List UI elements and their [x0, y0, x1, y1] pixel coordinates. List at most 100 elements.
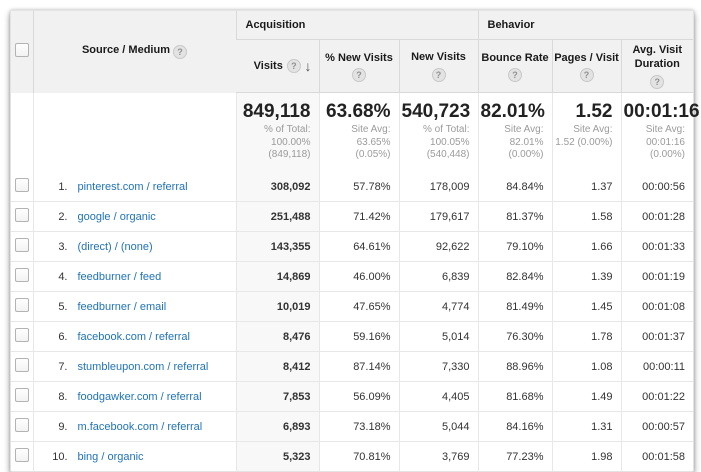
pct-new-visits-cell: 73.18% [318, 411, 399, 442]
source-medium-table: Source / Medium ? Acquisition Behavior V… [11, 11, 700, 471]
pct-new-visits-cell: 70.81% [318, 441, 399, 471]
new-visits-cell: 178,009 [398, 172, 478, 202]
new-visits-cell: 6,839 [398, 261, 478, 292]
bounce-rate-label: Bounce Rate [481, 51, 549, 64]
new-visits-cell: 3,769 [398, 441, 478, 471]
avg-duration-cell: 00:00:57 [620, 411, 693, 442]
pct-new-visits-cell: 56.09% [318, 381, 399, 412]
new-visits-total-value: 540,723 [401, 101, 471, 122]
avg-visit-duration-total-value: 00:01:16 [623, 101, 700, 122]
visits-cell: 143,355 [235, 231, 319, 262]
source-medium-link[interactable]: (direct) / (none) [77, 240, 153, 253]
bounce-rate-cell: 88.96% [477, 351, 552, 382]
table-row: 3. (direct) / (none) 143,355 64.61% 92,62… [11, 231, 693, 262]
pages-visit-cell: 1.78 [551, 321, 621, 352]
row-checkbox[interactable] [14, 208, 29, 222]
behavior-group-header: Behavior [477, 11, 693, 40]
pct-new-visits-column-header[interactable]: % New Visits ? [318, 39, 399, 93]
avg-duration-cell: 00:01:33 [620, 231, 693, 262]
row-checkbox[interactable] [14, 178, 29, 192]
source-medium-link[interactable]: foodgawker.com / referral [77, 390, 202, 403]
row-rank: 3. [58, 240, 68, 253]
row-checkbox[interactable] [14, 448, 29, 462]
source-medium-link[interactable]: feedburner / feed [77, 270, 162, 283]
bounce-rate-cell: 76.30% [477, 321, 552, 352]
source-medium-link[interactable]: bing / organic [77, 450, 144, 463]
pages-visit-cell: 1.37 [551, 172, 621, 202]
bounce-rate-cell: 81.37% [477, 201, 552, 232]
source-medium-label: Source / Medium [81, 44, 170, 57]
row-checkbox[interactable] [14, 268, 29, 282]
avg-duration-cell: 00:01:37 [620, 321, 693, 352]
row-checkbox[interactable] [14, 358, 29, 372]
visits-column-header[interactable]: Visits ? ↓ [236, 39, 319, 93]
pages-visit-cell: 1.08 [551, 351, 621, 382]
visits-cell: 251,488 [235, 201, 319, 232]
help-icon[interactable]: ? [286, 59, 301, 73]
source-medium-link[interactable]: stumbleupon.com / referral [77, 360, 209, 373]
row-checkbox[interactable] [14, 298, 29, 312]
pct-new-visits-cell: 71.42% [318, 201, 399, 232]
help-icon[interactable]: ? [508, 67, 522, 82]
pct-new-visits-cell: 47.65% [318, 291, 399, 322]
visits-total-cell: 849,118 % of Total: 100.00% (849,118) [235, 92, 319, 172]
source-medium-link[interactable]: google / organic [77, 210, 156, 223]
help-icon[interactable]: ? [579, 67, 594, 82]
help-icon[interactable]: ? [173, 45, 188, 60]
pages-visit-total-value: 1.52 [575, 101, 613, 122]
help-icon[interactable]: ? [650, 75, 665, 89]
avg-duration-cell: 00:01:19 [620, 261, 693, 292]
new-visits-label: New Visits [411, 51, 466, 63]
totals-row: 849,118 % of Total: 100.00% (849,118) 63… [11, 92, 700, 172]
pct-new-visits-label: % New Visits [325, 51, 393, 64]
pages-visit-column-header[interactable]: Pages / Visit ? [551, 39, 621, 93]
pages-visit-cell: 1.66 [551, 231, 621, 262]
sort-descending-icon[interactable]: ↓ [304, 58, 312, 74]
avg-visit-duration-column-header[interactable]: Avg. Visit Duration ? [620, 39, 693, 93]
table-row: 1. pinterest.com / referral 308,092 57.78… [11, 172, 693, 202]
source-medium-column-header[interactable]: Source / Medium ? [32, 11, 236, 93]
bounce-rate-cell: 82.84% [477, 261, 552, 292]
source-medium-link[interactable]: facebook.com / referral [77, 330, 191, 343]
new-visits-column-header[interactable]: New Visits ? [398, 39, 478, 93]
pages-visit-label: Pages / Visit [554, 51, 619, 64]
avg-duration-cell: 00:01:22 [620, 381, 693, 412]
row-checkbox[interactable] [14, 238, 29, 252]
visits-cell: 8,476 [235, 321, 319, 352]
new-visits-cell: 179,617 [398, 201, 478, 232]
help-icon[interactable]: ? [352, 67, 366, 82]
row-rank: 10. [52, 450, 68, 463]
row-checkbox[interactable] [14, 388, 29, 402]
visits-cell: 6,893 [235, 411, 319, 442]
avg-duration-cell: 00:00:11 [620, 351, 693, 382]
pct-new-visits-total-value: 63.68% [326, 101, 391, 122]
pages-visit-cell: 1.58 [551, 201, 621, 232]
pct-new-visits-cell: 46.00% [318, 261, 399, 292]
group-header-row: Source / Medium ? Acquisition Behavior [11, 11, 693, 93]
visits-cell: 14,869 [235, 261, 319, 292]
source-medium-link[interactable]: feedburner / email [77, 300, 167, 313]
visits-label: Visits [253, 60, 283, 72]
row-checkbox[interactable] [14, 328, 29, 342]
analytics-table-card: Source / Medium ? Acquisition Behavior V… [10, 10, 700, 472]
bounce-rate-column-header[interactable]: Bounce Rate ? [477, 39, 552, 93]
new-visits-cell: 4,405 [398, 381, 478, 412]
row-rank: 8. [58, 390, 68, 403]
avg-duration-cell: 00:01:58 [620, 441, 693, 471]
new-visits-total-cell: 540,723 % of Total: 100.05% (540,448) [398, 92, 478, 172]
bounce-rate-total-value: 82.01% [480, 101, 545, 122]
visits-cell: 308,092 [235, 172, 319, 202]
table-row: 6. facebook.com / referral 8,476 59.16% 5… [11, 321, 693, 352]
source-medium-link[interactable]: pinterest.com / referral [77, 180, 188, 193]
source-medium-link[interactable]: m.facebook.com / referral [77, 420, 203, 433]
pct-new-visits-cell: 64.61% [318, 231, 399, 262]
help-icon[interactable]: ? [431, 68, 446, 82]
avg-duration-cell: 00:00:56 [620, 172, 693, 202]
avg-visit-duration-label: Avg. Visit Duration [632, 44, 683, 70]
visits-cell: 5,323 [235, 441, 319, 471]
visits-cell: 10,019 [235, 291, 319, 322]
visits-cell: 7,853 [235, 381, 319, 412]
row-checkbox[interactable] [14, 418, 29, 432]
bounce-rate-cell: 81.49% [477, 291, 552, 322]
select-all-checkbox[interactable] [14, 43, 29, 58]
